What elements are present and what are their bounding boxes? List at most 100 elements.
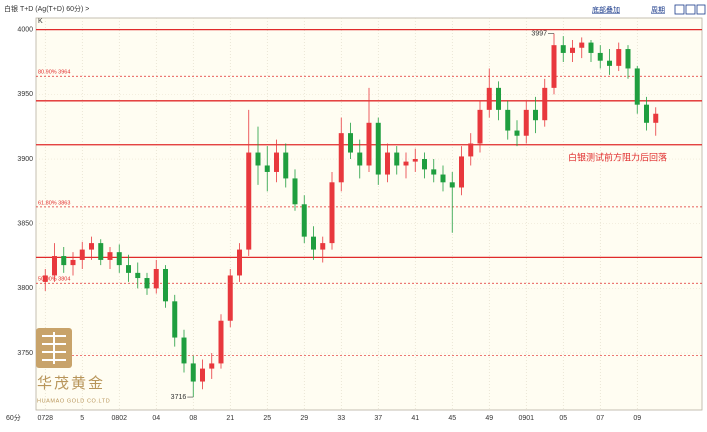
candle-body <box>52 256 57 276</box>
candle-body <box>459 156 464 188</box>
candle-body <box>394 152 400 166</box>
candle-body <box>357 152 363 166</box>
annotation: 白银测试前方阻力后回落 <box>568 151 667 162</box>
y-tick-label: 3800 <box>17 285 33 292</box>
candle-body <box>163 268 168 302</box>
candle-body <box>264 165 270 172</box>
x-tick-label: 5 <box>80 415 84 422</box>
icon[interactable] <box>674 4 685 15</box>
candle-body <box>218 320 224 364</box>
candle-body <box>477 109 483 144</box>
candle-body <box>625 49 631 69</box>
candle-body <box>283 152 289 179</box>
candle-body <box>505 109 511 131</box>
candle-body <box>653 113 659 123</box>
fib-level-label: 80.90% 3964 <box>38 70 70 76</box>
candle-body <box>597 52 603 61</box>
candle-body <box>107 252 113 260</box>
candle-body <box>89 243 94 250</box>
x-tick-label: 07 <box>596 415 604 422</box>
candle-body <box>200 368 205 382</box>
candle-body <box>551 45 557 88</box>
x-tick-label: 49 <box>485 415 493 422</box>
candle-body <box>311 236 316 250</box>
x-tick-label: 08 <box>189 415 197 422</box>
candle-body <box>116 252 122 266</box>
x-tick-label: 29 <box>300 415 308 422</box>
candle-body <box>403 161 409 166</box>
icon[interactable] <box>685 4 696 15</box>
candle-body <box>255 152 261 166</box>
candle-body <box>144 278 150 289</box>
x-tick-label: 09 <box>633 415 641 422</box>
candle-body <box>237 249 242 276</box>
icon[interactable] <box>696 4 706 15</box>
fib-level-label: 61.80% 3863 <box>38 200 70 206</box>
candle-body <box>570 47 575 53</box>
candle-body <box>172 301 178 338</box>
candle-body <box>422 159 427 170</box>
logo-name: 华茂黄金 <box>37 375 105 392</box>
x-tick-label: 0728 <box>37 415 53 422</box>
candle-body <box>375 122 381 175</box>
candle-body <box>70 259 76 266</box>
candle-body <box>542 87 548 121</box>
candle-body <box>320 243 326 250</box>
indicator-label: K <box>38 18 43 25</box>
candle-body <box>190 363 196 382</box>
candle-body <box>634 68 640 105</box>
y-tick-label: 3950 <box>17 91 33 98</box>
candle-body <box>209 363 215 369</box>
toolbar-icons <box>674 4 706 15</box>
candle-body <box>496 87 501 110</box>
candle-body <box>274 152 279 172</box>
plot-area <box>35 17 703 411</box>
candle-body <box>42 275 48 282</box>
candle-body <box>440 174 446 183</box>
low-label: 3716 <box>171 394 187 401</box>
x-tick-label: 33 <box>337 415 345 422</box>
candle-body <box>385 152 390 175</box>
candle-body <box>227 275 233 321</box>
y-tick-label: 3900 <box>17 156 33 163</box>
logo: 华茂黄金 HUAMAO GOLD CO.LTD <box>36 328 110 404</box>
candle-body <box>301 204 307 237</box>
y-tick-label: 3750 <box>17 350 33 357</box>
candle-body <box>523 109 529 136</box>
logo-subtitle: HUAMAO GOLD CO.LTD <box>37 398 110 404</box>
toolbar-button[interactable]: 周期 <box>651 6 665 14</box>
candle-body <box>348 133 353 153</box>
candle-body <box>616 49 622 66</box>
candle-body <box>329 182 335 244</box>
toolbar-button[interactable]: 底部叠加 <box>592 5 620 14</box>
candle-body <box>588 42 594 53</box>
candle-body <box>449 182 455 188</box>
y-tick-label: 4000 <box>17 26 33 33</box>
x-tick-label: 0901 <box>518 415 534 422</box>
candle-body <box>126 265 131 273</box>
x-tick-label: 45 <box>448 415 456 422</box>
candle-body <box>292 178 298 205</box>
y-tick-label: 3850 <box>17 221 33 228</box>
high-label: 3997 <box>531 30 547 37</box>
x-tick-label: 0802 <box>111 415 127 422</box>
period-label: 60分 <box>6 413 21 422</box>
candle-body <box>135 272 141 279</box>
candle-body <box>181 337 187 364</box>
candle-body <box>431 169 437 175</box>
candle-body <box>338 133 344 183</box>
candle-body <box>607 60 612 66</box>
candle-body <box>579 42 585 48</box>
candle-body <box>560 45 566 53</box>
candle-body <box>98 243 104 260</box>
candle-body <box>246 152 252 250</box>
candle-body <box>533 109 538 121</box>
x-tick-label: 21 <box>226 415 234 422</box>
candle-body <box>412 159 418 162</box>
candle-body <box>644 104 649 123</box>
candle-body <box>468 143 474 157</box>
candle-body <box>514 130 520 136</box>
x-tick-label: 04 <box>152 415 160 422</box>
x-tick-label: 05 <box>559 415 567 422</box>
x-tick-label: 41 <box>411 415 419 422</box>
